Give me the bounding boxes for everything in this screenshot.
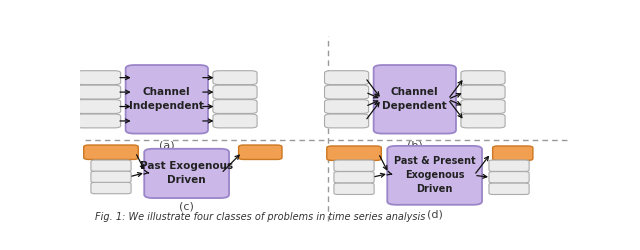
- Text: (a): (a): [159, 140, 175, 150]
- FancyBboxPatch shape: [461, 114, 505, 128]
- FancyBboxPatch shape: [77, 85, 121, 99]
- Text: (d): (d): [427, 210, 443, 220]
- Text: (c): (c): [179, 201, 194, 211]
- FancyBboxPatch shape: [77, 114, 121, 128]
- FancyBboxPatch shape: [324, 100, 369, 114]
- FancyBboxPatch shape: [91, 160, 131, 172]
- FancyBboxPatch shape: [489, 160, 529, 172]
- FancyBboxPatch shape: [213, 100, 257, 114]
- FancyBboxPatch shape: [461, 100, 505, 114]
- FancyBboxPatch shape: [334, 183, 374, 194]
- FancyBboxPatch shape: [327, 146, 381, 160]
- FancyBboxPatch shape: [324, 71, 369, 85]
- Text: Channel
Dependent: Channel Dependent: [383, 87, 447, 111]
- Text: Channel
Independent: Channel Independent: [129, 87, 204, 111]
- FancyBboxPatch shape: [144, 149, 229, 198]
- FancyBboxPatch shape: [489, 172, 529, 183]
- FancyBboxPatch shape: [493, 146, 533, 160]
- FancyBboxPatch shape: [489, 183, 529, 194]
- FancyBboxPatch shape: [125, 65, 208, 134]
- FancyBboxPatch shape: [77, 100, 121, 114]
- FancyBboxPatch shape: [91, 182, 131, 194]
- FancyBboxPatch shape: [374, 65, 456, 134]
- FancyBboxPatch shape: [84, 145, 138, 160]
- FancyBboxPatch shape: [77, 71, 121, 85]
- FancyBboxPatch shape: [334, 160, 374, 172]
- Text: Past & Present
Exogenous
Driven: Past & Present Exogenous Driven: [394, 156, 476, 194]
- Text: Past Exogenous
Driven: Past Exogenous Driven: [140, 162, 233, 186]
- FancyBboxPatch shape: [334, 172, 374, 183]
- FancyBboxPatch shape: [213, 71, 257, 85]
- Text: (b): (b): [407, 140, 422, 150]
- FancyBboxPatch shape: [461, 71, 505, 85]
- FancyBboxPatch shape: [387, 146, 482, 205]
- FancyBboxPatch shape: [213, 85, 257, 99]
- FancyBboxPatch shape: [213, 114, 257, 128]
- FancyBboxPatch shape: [461, 85, 505, 99]
- FancyBboxPatch shape: [91, 171, 131, 182]
- FancyBboxPatch shape: [324, 85, 369, 99]
- FancyBboxPatch shape: [239, 145, 282, 160]
- Text: Fig. 1: We illustrate four classes of problems in time series analysis: Fig. 1: We illustrate four classes of pr…: [95, 212, 425, 222]
- FancyBboxPatch shape: [324, 114, 369, 128]
